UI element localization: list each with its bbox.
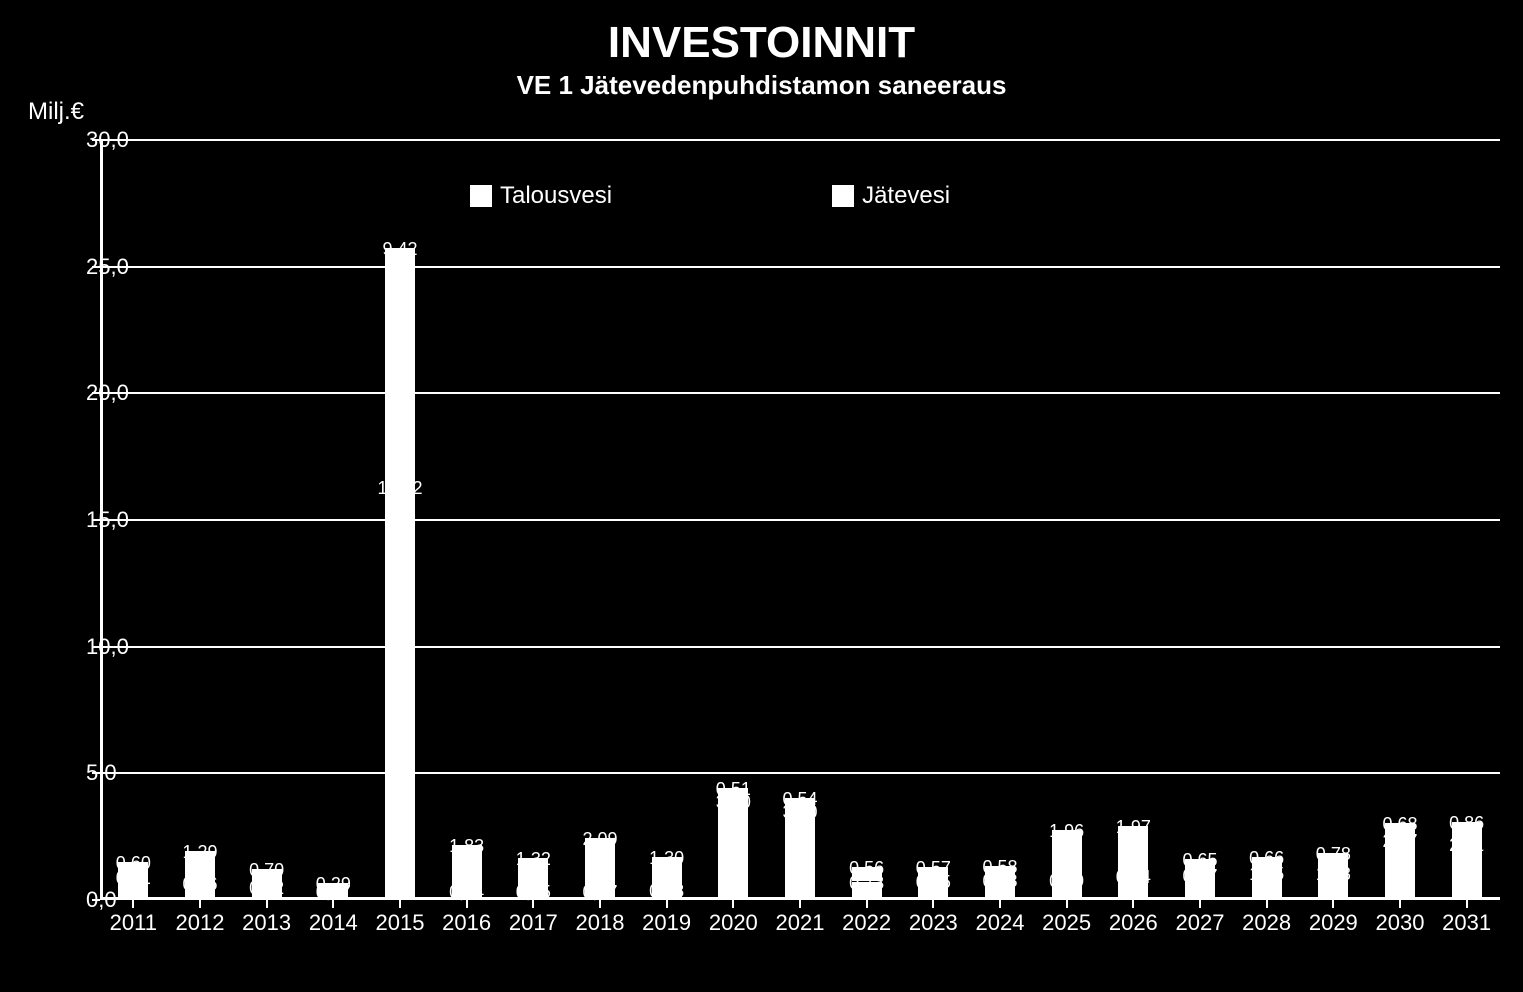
legend-swatch <box>832 185 854 207</box>
x-tick-label: 2029 <box>1309 910 1358 936</box>
bar-data-label: 0,86 <box>1449 813 1484 834</box>
bar-data-label: 16,32 <box>377 478 422 499</box>
gridline <box>100 519 1500 521</box>
legend-label: Talousvesi <box>500 182 612 210</box>
chart-subtitle: VE 1 Jätevedenpuhdistamon saneeraus <box>0 70 1523 101</box>
x-tick-label: 2026 <box>1109 910 1158 936</box>
x-tick-label: 2021 <box>776 910 825 936</box>
bar-segment <box>385 487 415 900</box>
x-tick-label: 2015 <box>376 910 425 936</box>
x-tick-mark <box>1066 900 1068 908</box>
bar-data-label: 1,08 <box>1316 864 1351 885</box>
chart-container: INVESTOINNIT VE 1 Jätevedenpuhdistamon s… <box>0 0 1523 992</box>
chart-title: INVESTOINNIT <box>0 18 1523 68</box>
x-tick-mark <box>1332 900 1334 908</box>
bar-data-label: 2,21 <box>1449 835 1484 856</box>
gridline <box>100 266 1500 268</box>
legend-item: Jätevesi <box>832 182 950 210</box>
bar-data-label: 0,78 <box>1316 844 1351 865</box>
x-tick-label: 2017 <box>509 910 558 936</box>
x-tick-mark <box>1466 900 1468 908</box>
x-tick-label: 2013 <box>242 910 291 936</box>
y-axis-label: Milj.€ <box>28 98 84 126</box>
x-tick-label: 2023 <box>909 910 958 936</box>
x-tick-label: 2014 <box>309 910 358 936</box>
x-tick-label: 2020 <box>709 910 758 936</box>
bar-data-label: 1,30 <box>649 848 684 869</box>
bar-data-label: 1,83 <box>449 836 484 857</box>
bar-segment <box>718 801 748 900</box>
x-tick-label: 2012 <box>176 910 225 936</box>
bar-data-label: 0,35 <box>516 882 551 903</box>
x-tick-label: 2022 <box>842 910 891 936</box>
bar-data-label: 1,96 <box>1049 821 1084 842</box>
x-tick-label: 2011 <box>110 910 157 936</box>
bar-data-label: 1,97 <box>1116 817 1151 838</box>
x-tick-mark <box>266 900 268 908</box>
bar-data-label: 9,42 <box>382 239 417 260</box>
x-tick-mark <box>399 900 401 908</box>
x-tick-mark <box>1132 900 1134 908</box>
x-tick-mark <box>799 900 801 908</box>
bar-data-label: 0,57 <box>916 858 951 879</box>
bar-data-label: 0,38 <box>649 881 684 902</box>
bar-data-label: 0,37 <box>582 882 617 903</box>
bar-segment <box>385 248 415 487</box>
gridline <box>100 772 1500 774</box>
legend-swatch <box>470 185 492 207</box>
x-tick-label: 2027 <box>1176 910 1225 936</box>
gridline <box>100 392 1500 394</box>
bar-data-label: 1,29 <box>182 842 217 863</box>
x-tick-label: 2031 <box>1442 910 1491 936</box>
bar-data-label: 0,70 <box>249 860 284 881</box>
bar-data-label: 0,58 <box>982 857 1017 878</box>
x-tick-mark <box>732 900 734 908</box>
bar-data-label: 0,60 <box>116 853 151 874</box>
plot-area: Talousvesi Jätevesi <box>100 140 1500 900</box>
bar-data-label: 0,79 <box>1049 871 1084 892</box>
bar-data-label: 0,66 <box>1249 848 1284 869</box>
bar-data-label: 1,32 <box>516 849 551 870</box>
bar-data-label: 0,66 <box>182 874 217 895</box>
x-tick-mark <box>132 900 134 908</box>
bar-data-label: 0,54 <box>782 789 817 810</box>
x-tick-label: 2030 <box>1376 910 1425 936</box>
bar-segment <box>785 811 815 900</box>
x-tick-mark <box>1399 900 1401 908</box>
bar-data-label: 0,56 <box>849 858 884 879</box>
x-tick-label: 2025 <box>1042 910 1091 936</box>
bar-data-label: 0,34 <box>449 882 484 903</box>
legend-item: Talousvesi <box>470 182 612 210</box>
gridline <box>100 646 1500 648</box>
bar-data-label: 0,29 <box>316 874 351 895</box>
x-tick-label: 2028 <box>1242 910 1291 936</box>
bar-data-label: 0,51 <box>716 779 751 800</box>
x-tick-label: 2024 <box>976 910 1025 936</box>
x-tick-mark <box>999 900 1001 908</box>
legend: Talousvesi Jätevesi <box>470 182 950 210</box>
x-tick-label: 2018 <box>576 910 625 936</box>
x-tick-mark <box>1266 900 1268 908</box>
x-tick-mark <box>199 900 201 908</box>
x-tick-mark <box>866 900 868 908</box>
x-tick-label: 2019 <box>642 910 691 936</box>
bar-data-label: 0,65 <box>1182 850 1217 871</box>
legend-label: Jätevesi <box>862 182 950 210</box>
gridline <box>100 139 1500 141</box>
bar-data-label: 0,68 <box>1382 814 1417 835</box>
bar-data-label: 0,94 <box>1116 867 1151 888</box>
x-tick-label: 2016 <box>442 910 491 936</box>
x-tick-mark <box>1199 900 1201 908</box>
x-tick-mark <box>932 900 934 908</box>
bar-data-label: 2,09 <box>582 829 617 850</box>
